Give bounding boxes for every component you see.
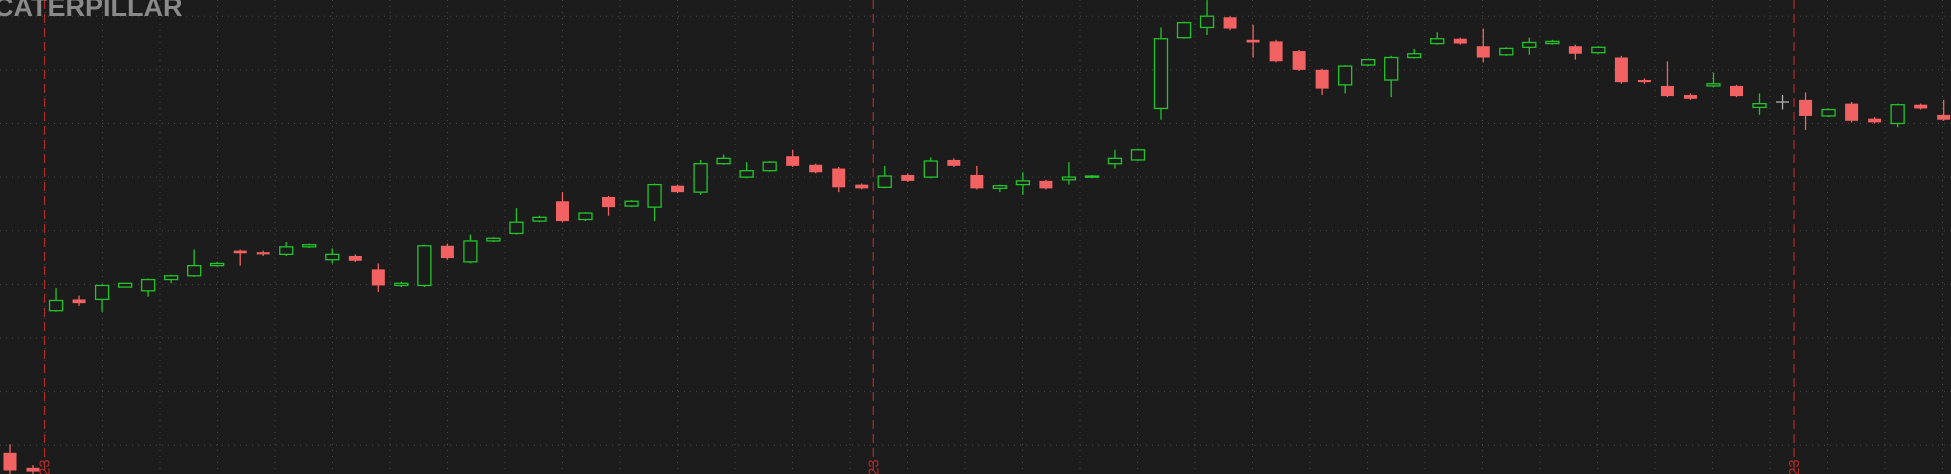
candle-body: [1660, 85, 1674, 97]
candle-body: [1015, 180, 1031, 186]
candle-body: [1453, 38, 1467, 44]
candle-body: [1752, 102, 1767, 109]
candle-body: [1338, 65, 1353, 86]
candle-body: [555, 201, 569, 222]
candle-body: [1199, 15, 1215, 29]
candle-body: [1637, 80, 1651, 83]
candle-body: [256, 252, 270, 255]
candle-body: [440, 245, 454, 259]
candle-body: [877, 175, 892, 188]
candle-body: [947, 159, 961, 166]
candle-body: [647, 183, 662, 208]
candle-body: [855, 184, 869, 189]
candle-body: [117, 282, 133, 288]
period-label: 23: [37, 459, 54, 474]
candle-body: [532, 216, 547, 222]
candle-body: [1407, 53, 1422, 59]
candle-body: [279, 246, 294, 256]
candle-body: [233, 250, 247, 254]
candle-body: [1176, 21, 1192, 39]
candle-body: [463, 240, 478, 263]
candle-body: [302, 244, 317, 248]
candle-body: [1868, 118, 1882, 123]
candle-body: [417, 245, 432, 287]
candle-body: [1545, 40, 1560, 45]
candle-body: [348, 255, 362, 261]
candle-body: [1361, 58, 1376, 66]
candle-body: [1084, 175, 1100, 178]
candle-body: [3, 452, 17, 471]
candle-body: [1039, 180, 1053, 189]
candle-body: [1246, 39, 1260, 43]
candle-body: [1730, 85, 1743, 97]
candle-body: [140, 278, 156, 292]
candle-body: [1845, 103, 1859, 121]
candle-body: [1223, 17, 1237, 29]
candle-body: [1799, 99, 1813, 116]
candle-body: [1568, 46, 1582, 54]
candle-body: [1890, 104, 1905, 125]
candle-body: [624, 200, 639, 207]
candle-body: [809, 164, 823, 173]
candle-body: [48, 299, 64, 312]
candle-body: [832, 168, 846, 188]
candle-body: [1706, 83, 1721, 87]
candle-body: [94, 284, 110, 301]
candle-body: [509, 221, 524, 235]
candle-body: [1914, 104, 1928, 109]
candle-body: [762, 161, 777, 172]
candle-body: [26, 467, 40, 472]
candle-body: [1130, 149, 1146, 161]
candle-body: [1821, 108, 1836, 117]
candle-body: [1107, 157, 1123, 165]
candle-body: [187, 264, 202, 277]
chart-title: CATERPILLAR: [0, 0, 183, 22]
period-label: 23: [865, 459, 882, 474]
candle-body: [1937, 114, 1951, 120]
candle-body: [163, 275, 179, 281]
candle-body: [992, 185, 1008, 190]
candle-body: [602, 196, 616, 208]
candle-body: [210, 262, 225, 267]
candle-body: [486, 237, 501, 242]
candle-body: [371, 269, 385, 286]
candle-body: [1614, 57, 1628, 83]
candle-body: [325, 253, 340, 261]
candle-body: [1430, 38, 1445, 45]
period-label: 23: [1786, 459, 1803, 474]
candle-body: [716, 157, 731, 165]
candle-body: [1499, 47, 1514, 56]
candle-body: [739, 170, 754, 178]
candle-body: [1153, 38, 1169, 110]
candle-body: [1315, 69, 1329, 89]
candle-body: [786, 156, 800, 166]
candle-body: [693, 163, 708, 193]
candle-body: [1384, 56, 1399, 81]
candle-body: [1292, 51, 1306, 70]
candle-body: [1591, 46, 1606, 54]
candle-body: [1061, 176, 1077, 181]
candle-body: [72, 299, 86, 304]
candle-body: [671, 185, 685, 193]
candle-body: [1683, 95, 1697, 99]
candle-body: [923, 160, 938, 178]
candle-body: [578, 212, 593, 221]
candle-body: [1476, 46, 1490, 58]
candle-body: [901, 174, 915, 181]
candle-body: [970, 174, 984, 189]
candle-body: [394, 282, 409, 287]
candle-body: [1522, 41, 1537, 48]
candle-body: [1269, 41, 1283, 62]
